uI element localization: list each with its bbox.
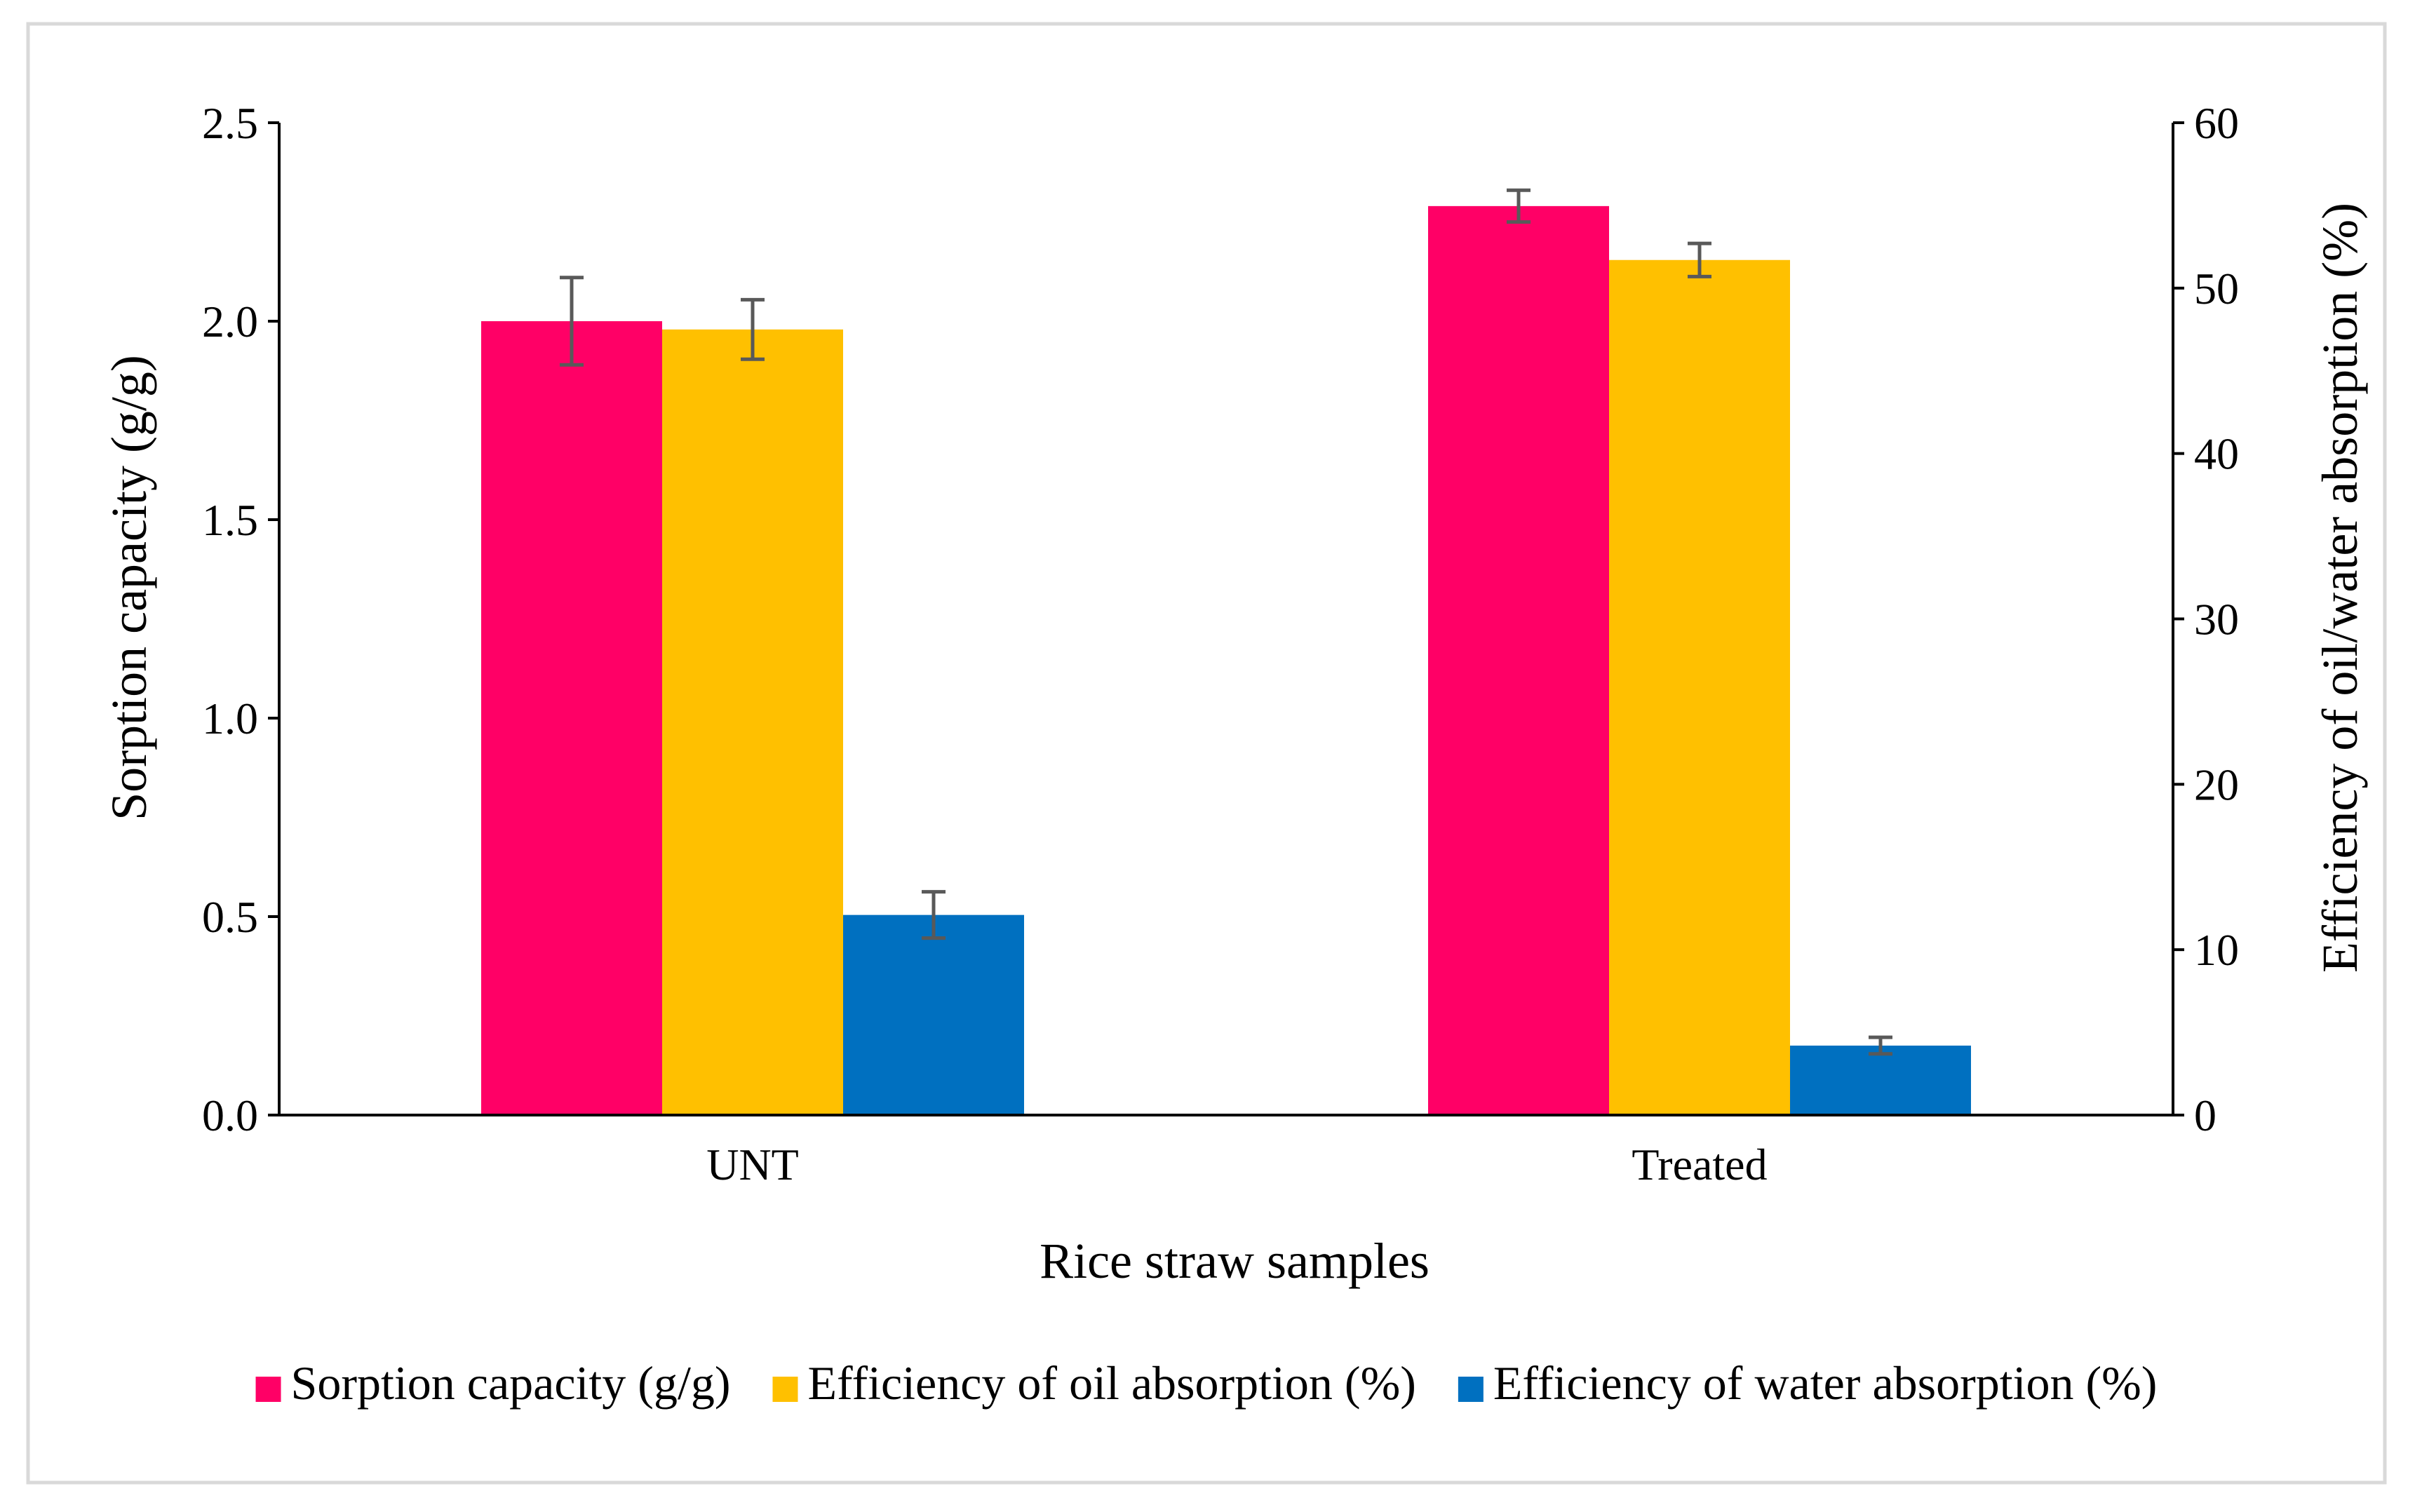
bar-efficiency-of-water-absorption-unt: [843, 914, 1024, 1115]
error-bars-layer: [560, 188, 1892, 1056]
left-tick-label: 0.5: [202, 892, 258, 942]
legend-item: Efficiency of water absorption (%): [1458, 1356, 2158, 1410]
x-tick-label-treated: Treated: [1632, 1140, 1767, 1189]
legend-label: Sorption capacity (g/g): [291, 1356, 731, 1410]
legend-swatch: [772, 1377, 798, 1402]
right-tick-label: 0: [2194, 1091, 2216, 1140]
legend-swatch: [1458, 1377, 1484, 1402]
legend-label: Efficiency of oil absorption (%): [807, 1356, 1415, 1410]
right-tick-label: 50: [2194, 264, 2239, 313]
error-bar-efficiency-of-oil-absorption-unt: [741, 297, 765, 361]
x-axis-title: Rice straw samples: [1040, 1233, 1430, 1289]
error-bar-efficiency-of-water-absorption-unt: [922, 890, 946, 940]
left-y-ticks: 0.0 0.5 1.0 1.5 2.0 2.5: [202, 98, 279, 1140]
error-bar-sorption-capacity-g-g-unt: [560, 276, 584, 367]
left-tick-label: 2.0: [202, 297, 258, 346]
bar-efficiency-of-oil-absorption-unt: [662, 329, 843, 1116]
legend-item: Efficiency of oil absorption (%): [772, 1356, 1416, 1410]
x-tick-labels: UNT Treated: [706, 1140, 1767, 1189]
x-tick-label-unt: UNT: [706, 1140, 799, 1189]
bar-sorption-capacity-g-g-treated: [1428, 205, 1609, 1115]
left-tick-label: 1.0: [202, 694, 258, 743]
right-tick-label: 20: [2194, 760, 2239, 809]
right-tick-label: 10: [2194, 925, 2239, 975]
right-tick-label: 40: [2194, 429, 2239, 479]
legend: Sorption capacity (g/g) Efficiency of oil…: [255, 1356, 2158, 1410]
right-tick-label: 30: [2194, 595, 2239, 644]
right-y-ticks: 0 10 20 30 40 50 60: [2173, 98, 2239, 1140]
left-tick-label: 0.0: [202, 1091, 258, 1140]
error-bar-sorption-capacity-g-g-treated: [1507, 188, 1531, 224]
chart-border: [26, 22, 2387, 1485]
bar-sorption-capacity-g-g-unt: [481, 321, 662, 1115]
bar-efficiency-of-oil-absorption-treated: [1609, 259, 1790, 1115]
legend-label: Efficiency of water absorption (%): [1493, 1356, 2158, 1410]
y-axis-title: Sorption capacity (g/g): [101, 355, 157, 821]
left-tick-label: 2.5: [202, 98, 258, 148]
legend-swatch: [255, 1377, 281, 1402]
error-bar-efficiency-of-oil-absorption-treated: [1688, 241, 1711, 278]
bars-layer: [481, 205, 1971, 1116]
left-tick-label: 1.5: [202, 495, 258, 545]
right-tick-label: 60: [2194, 98, 2239, 148]
y2-axis-title: Efficiency of oil/water absorption (%): [2312, 203, 2368, 973]
bar-efficiency-of-water-absorption-treated: [1790, 1045, 1971, 1115]
error-bar-efficiency-of-water-absorption-treated: [1869, 1035, 1892, 1056]
legend-item: Sorption capacity (g/g): [255, 1356, 731, 1410]
